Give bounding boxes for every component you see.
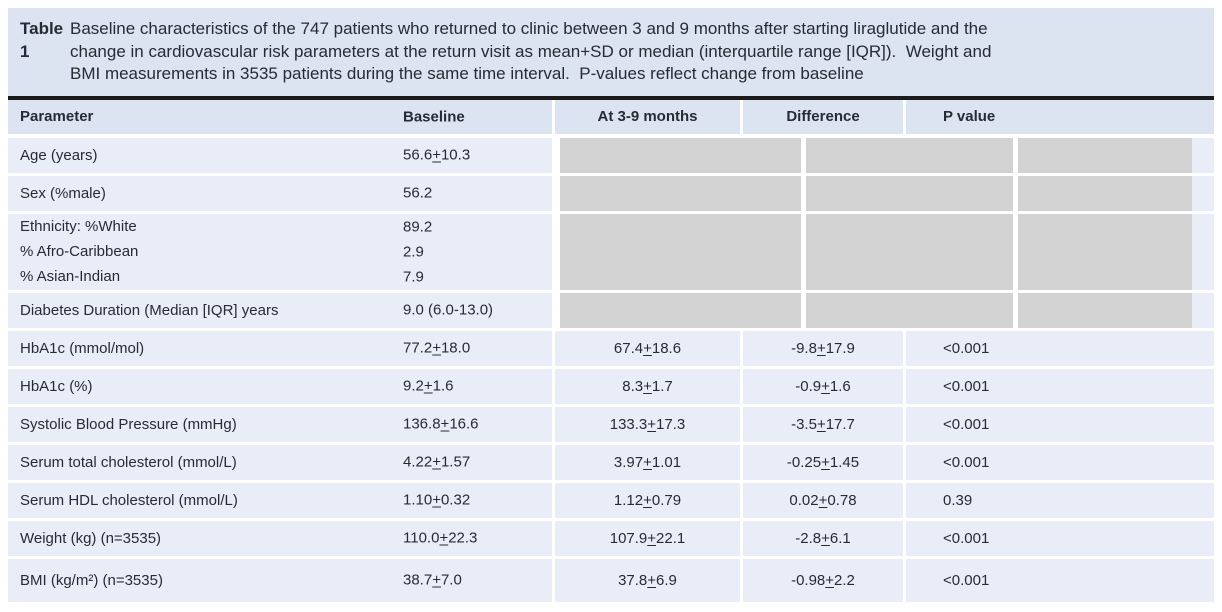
table-row-sbp: Systolic Blood Pressure (mmHg) 136.8+16.…	[8, 406, 1214, 442]
at39-value: 67.4 +18.6	[555, 330, 740, 366]
baseline-value: 1.10+0.32	[403, 491, 471, 509]
header-cell-parameter-baseline: Parameter Baseline	[8, 99, 552, 134]
no-data-region	[555, 175, 1214, 211]
at39-value: 1.12 +0.79	[555, 482, 740, 518]
parameter-label: Systolic Blood Pressure (mmHg)	[20, 415, 237, 433]
table-row-bmi: BMI (kg/m²) (n=3535) 38.7+7.0 37.8 +6.9 -…	[8, 558, 1214, 602]
param-baseline-cell: HbA1c (mmol/mol) 77.2+18.0	[8, 330, 552, 366]
caption-divider-rule	[8, 95, 1214, 100]
col-header-baseline: Baseline	[403, 108, 465, 125]
empty-data-block	[560, 175, 801, 211]
difference-value: -9.8 +17.9	[743, 330, 903, 366]
param-baseline-cell: Serum HDL cholesterol (mmol/L) 1.10+0.32	[8, 482, 552, 518]
table-row-hba1c-mmol: HbA1c (mmol/mol) 77.2+18.0 67.4 +18.6 -9.…	[8, 330, 1214, 366]
baseline-value: 110.0+22.3	[403, 529, 478, 547]
no-data-region	[555, 213, 1214, 290]
table-number-label: Table 1	[20, 19, 64, 61]
pvalue-value: <0.001	[906, 368, 1214, 404]
no-data-region	[555, 137, 1214, 173]
col-header-at39: At 3-9 months	[555, 99, 740, 134]
table-row-weight: Weight (kg) (n=3535) 110.0+22.3 107.9 +22…	[8, 520, 1214, 556]
table-row-hba1c-pct: HbA1c (%) 9.2+1.6 8.3 +1.7 -0.9 +1.6 <0.00…	[8, 368, 1214, 404]
table-caption-text: Baseline characteristics of the 747 pati…	[70, 19, 992, 83]
baseline-value: 38.7+7.0	[403, 571, 462, 589]
baseline-value: 77.2+18.0	[403, 339, 471, 357]
difference-value: -0.25 +1.45	[743, 444, 903, 480]
col-header-pvalue: P value	[906, 99, 1214, 134]
empty-data-block	[806, 137, 1013, 173]
empty-data-block	[806, 213, 1013, 290]
empty-data-block	[806, 175, 1013, 211]
pvalue-value: <0.001	[906, 330, 1214, 366]
param-baseline-cell: Serum total cholesterol (mmol/L) 4.22+1.…	[8, 444, 552, 480]
at39-value: 133.3 +17.3	[555, 406, 740, 442]
param-baseline-cell: Sex (%male) 56.2	[8, 175, 552, 211]
at39-value: 8.3 +1.7	[555, 368, 740, 404]
table-figure: Table 1 Baseline characteristics of the …	[8, 8, 1214, 602]
baseline-value: 9.2+1.6	[403, 377, 454, 395]
param-baseline-cell: Weight (kg) (n=3535) 110.0+22.3	[8, 520, 552, 556]
parameter-label: Sex (%male)	[20, 184, 106, 202]
table-row-age: Age (years) 56.6+10.3	[8, 137, 1214, 173]
parameter-label: Ethnicity: %White % Afro-Caribbean % Asi…	[20, 218, 139, 285]
parameter-label: Age (years)	[20, 146, 98, 164]
difference-value: 0.02 +0.78	[743, 482, 903, 518]
empty-data-block	[560, 292, 801, 328]
parameter-label: Weight (kg) (n=3535)	[20, 529, 162, 547]
no-data-region	[555, 292, 1214, 328]
at39-value: 107.9 +22.1	[555, 520, 740, 556]
difference-value: -2.8 +6.1	[743, 520, 903, 556]
table-header-row: Parameter Baseline At 3-9 months Differe…	[8, 99, 1214, 134]
table-row-total-cholesterol: Serum total cholesterol (mmol/L) 4.22+1.…	[8, 444, 1214, 480]
table-row-hdl-cholesterol: Serum HDL cholesterol (mmol/L) 1.10+0.32…	[8, 482, 1214, 518]
parameter-label: Serum total cholesterol (mmol/L)	[20, 453, 237, 471]
col-header-parameter: Parameter	[20, 108, 94, 125]
pvalue-value: <0.001	[906, 520, 1214, 556]
empty-data-block	[560, 213, 801, 290]
param-baseline-cell: Systolic Blood Pressure (mmHg) 136.8+16.…	[8, 406, 552, 442]
empty-data-block	[1018, 137, 1192, 173]
param-baseline-cell: Age (years) 56.6+10.3	[8, 137, 552, 173]
pvalue-value: 0.39	[906, 482, 1214, 518]
param-baseline-cell: HbA1c (%) 9.2+1.6	[8, 368, 552, 404]
empty-data-block	[1018, 175, 1192, 211]
pvalue-value: <0.001	[906, 406, 1214, 442]
parameter-label: HbA1c (%)	[20, 377, 93, 395]
baseline-value: 56.6+10.3	[403, 146, 471, 164]
empty-data-block	[1018, 292, 1192, 328]
parameter-label: Diabetes Duration (Median [IQR] years	[20, 301, 279, 319]
row-background-tail	[1192, 292, 1214, 328]
baseline-value: 9.0 (6.0-13.0)	[403, 301, 494, 319]
table-row-ethnicity: Ethnicity: %White % Afro-Caribbean % Asi…	[8, 213, 1214, 290]
difference-value: -3.5 +17.7	[743, 406, 903, 442]
baseline-value: 136.8+16.6	[403, 415, 479, 433]
row-background-tail	[1192, 137, 1214, 173]
empty-data-block	[560, 137, 801, 173]
table-row-sex: Sex (%male) 56.2	[8, 175, 1214, 211]
row-background-tail	[1192, 213, 1214, 290]
empty-data-block	[806, 292, 1013, 328]
baseline-value: 89.2 2.9 7.9	[403, 218, 433, 285]
baseline-value: 56.2	[403, 184, 433, 202]
at39-value: 37.8 +6.9	[555, 558, 740, 602]
param-baseline-cell: BMI (kg/m²) (n=3535) 38.7+7.0	[8, 558, 552, 602]
empty-data-block	[1018, 213, 1192, 290]
baseline-value: 4.22+1.57	[403, 453, 471, 471]
pvalue-value: <0.001	[906, 444, 1214, 480]
difference-value: -0.98 +2.2	[743, 558, 903, 602]
parameter-label: BMI (kg/m²) (n=3535)	[20, 571, 163, 589]
param-baseline-cell: Ethnicity: %White % Afro-Caribbean % Asi…	[8, 213, 552, 290]
row-background-tail	[1192, 175, 1214, 211]
table-caption: Table 1 Baseline characteristics of the …	[8, 8, 1214, 96]
param-baseline-cell: Diabetes Duration (Median [IQR] years 9.…	[8, 292, 552, 328]
pvalue-value: <0.001	[906, 558, 1214, 602]
parameter-label: Serum HDL cholesterol (mmol/L)	[20, 491, 238, 509]
parameter-label: HbA1c (mmol/mol)	[20, 339, 145, 357]
difference-value: -0.9 +1.6	[743, 368, 903, 404]
table-row-diabetes-duration: Diabetes Duration (Median [IQR] years 9.…	[8, 292, 1214, 328]
at39-value: 3.97 +1.01	[555, 444, 740, 480]
col-header-difference: Difference	[743, 99, 903, 134]
